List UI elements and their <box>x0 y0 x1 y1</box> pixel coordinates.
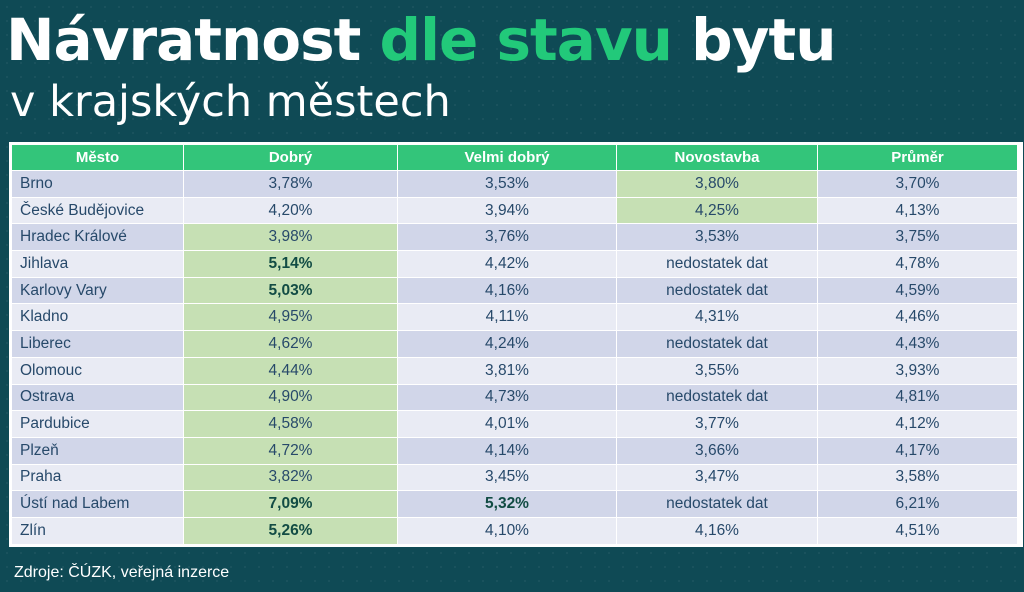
column-header: Novostavba <box>616 144 818 171</box>
table-row: Hradec Králové 3,98% 3,76% 3,53% 3,75% <box>11 223 1018 252</box>
value-cell: 4,42% <box>397 250 617 278</box>
value-cell: 4,43% <box>817 330 1018 358</box>
value-cell: 7,09% <box>183 490 398 518</box>
value-cell: 4,62% <box>183 330 398 358</box>
value-cell: 4,25% <box>616 196 818 225</box>
value-cell: 5,26% <box>183 516 398 545</box>
value-cell: 3,94% <box>397 196 617 225</box>
table-container: Město Dobrý Velmi dobrý Novostavba Průměr Br… <box>9 142 1023 547</box>
table-row: Zlín 5,26% 4,10% 4,16% 4,51% <box>11 516 1018 545</box>
value-cell: 6,21% <box>817 490 1018 518</box>
value-cell: 5,14% <box>183 250 398 278</box>
city-cell: Ústí nad Labem <box>11 490 184 518</box>
city-cell: Pardubice <box>11 410 184 438</box>
city-cell: Hradec Králové <box>11 223 184 252</box>
city-cell: Kladno <box>11 303 184 332</box>
value-cell: 4,11% <box>397 303 617 332</box>
yield-table: Město Dobrý Velmi dobrý Novostavba Průměr Br… <box>11 144 1018 545</box>
value-cell: 4,10% <box>397 516 617 545</box>
city-cell: Brno <box>11 170 184 198</box>
source-note: Zdroje: ČÚZK, veřejná inzerce <box>14 564 230 581</box>
value-cell: 5,03% <box>183 276 398 305</box>
table-row: České Budějovice 4,20% 3,94% 4,25% 4,13% <box>11 196 1018 225</box>
value-cell: 3,82% <box>183 463 398 492</box>
table-row: Pardubice 4,58% 4,01% 3,77% 4,12% <box>11 410 1018 438</box>
value-cell: 3,55% <box>616 356 818 385</box>
value-cell: 3,75% <box>817 223 1018 252</box>
value-cell: nedostatek dat <box>616 330 818 358</box>
value-cell: nedostatek dat <box>616 490 818 518</box>
value-cell: 3,53% <box>616 223 818 252</box>
city-cell: Ostrava <box>11 383 184 412</box>
value-cell: 4,81% <box>817 383 1018 412</box>
city-cell: Plzeň <box>11 436 184 465</box>
table-row: Kladno 4,95% 4,11% 4,31% 4,46% <box>11 303 1018 332</box>
table-row: Liberec 4,62% 4,24% nedostatek dat 4,43% <box>11 330 1018 358</box>
city-cell: Zlín <box>11 516 184 545</box>
value-cell: 4,58% <box>183 410 398 438</box>
value-cell: 3,98% <box>183 223 398 252</box>
value-cell: nedostatek dat <box>616 276 818 305</box>
value-cell: 4,12% <box>817 410 1018 438</box>
page-title: Návratnost dle stavu bytu <box>6 4 837 76</box>
value-cell: 3,81% <box>397 356 617 385</box>
value-cell: 3,93% <box>817 356 1018 385</box>
city-cell: České Budějovice <box>11 196 184 225</box>
column-header: Město <box>11 144 184 171</box>
value-cell: 4,01% <box>397 410 617 438</box>
city-cell: Liberec <box>11 330 184 358</box>
column-header: Dobrý <box>183 144 398 171</box>
value-cell: 5,32% <box>397 490 617 518</box>
title-part1: Návratnost <box>6 6 380 74</box>
column-header: Průměr <box>817 144 1018 171</box>
value-cell: 3,78% <box>183 170 398 198</box>
value-cell: 3,58% <box>817 463 1018 492</box>
value-cell: 3,45% <box>397 463 617 492</box>
value-cell: nedostatek dat <box>616 383 818 412</box>
city-cell: Jihlava <box>11 250 184 278</box>
table-header-row: Město Dobrý Velmi dobrý Novostavba Průměr <box>11 144 1018 171</box>
table-row: Olomouc 4,44% 3,81% 3,55% 3,93% <box>11 356 1018 385</box>
value-cell: 4,24% <box>397 330 617 358</box>
city-cell: Karlovy Vary <box>11 276 184 305</box>
value-cell: 4,16% <box>616 516 818 545</box>
page-subtitle: v krajských městech <box>10 77 451 127</box>
value-cell: 4,90% <box>183 383 398 412</box>
value-cell: 4,44% <box>183 356 398 385</box>
value-cell: 4,14% <box>397 436 617 465</box>
value-cell: 4,20% <box>183 196 398 225</box>
table-row: Ostrava 4,90% 4,73% nedostatek dat 4,81% <box>11 383 1018 412</box>
value-cell: 3,70% <box>817 170 1018 198</box>
value-cell: 3,80% <box>616 170 818 198</box>
value-cell: 4,95% <box>183 303 398 332</box>
column-header: Velmi dobrý <box>397 144 617 171</box>
value-cell: nedostatek dat <box>616 250 818 278</box>
value-cell: 4,72% <box>183 436 398 465</box>
city-cell: Olomouc <box>11 356 184 385</box>
table-row: Brno 3,78% 3,53% 3,80% 3,70% <box>11 170 1018 198</box>
value-cell: 4,17% <box>817 436 1018 465</box>
city-cell: Praha <box>11 463 184 492</box>
table-row: Plzeň 4,72% 4,14% 3,66% 4,17% <box>11 436 1018 465</box>
table-row: Karlovy Vary 5,03% 4,16% nedostatek dat 4,59… <box>11 276 1018 305</box>
title-part2: bytu <box>671 6 836 74</box>
title-accent: dle stavu <box>379 6 673 74</box>
value-cell: 3,76% <box>397 223 617 252</box>
value-cell: 4,16% <box>397 276 617 305</box>
value-cell: 3,77% <box>616 410 818 438</box>
table-row: Ústí nad Labem 7,09% 5,32% nedostatek dat 6,… <box>11 490 1018 518</box>
value-cell: 4,51% <box>817 516 1018 545</box>
value-cell: 4,13% <box>817 196 1018 225</box>
table-row: Praha 3,82% 3,45% 3,47% 3,58% <box>11 463 1018 492</box>
table-row: Jihlava 5,14% 4,42% nedostatek dat 4,78% <box>11 250 1018 278</box>
value-cell: 3,47% <box>616 463 818 492</box>
value-cell: 4,46% <box>817 303 1018 332</box>
table-body: Brno 3,78% 3,53% 3,80% 3,70% České Budějovice… <box>11 170 1018 545</box>
value-cell: 3,66% <box>616 436 818 465</box>
value-cell: 3,53% <box>397 170 617 198</box>
value-cell: 4,78% <box>817 250 1018 278</box>
value-cell: 4,73% <box>397 383 617 412</box>
value-cell: 4,31% <box>616 303 818 332</box>
value-cell: 4,59% <box>817 276 1018 305</box>
